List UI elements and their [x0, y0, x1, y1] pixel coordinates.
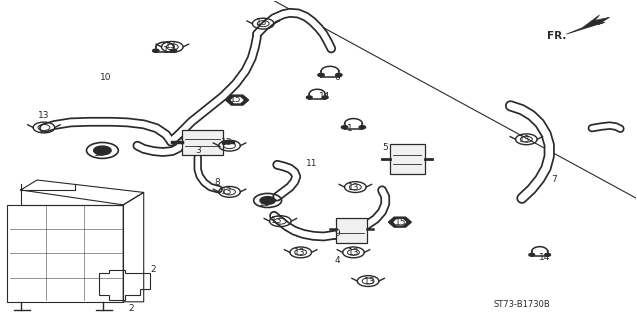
Polygon shape	[566, 15, 610, 34]
Text: 12: 12	[259, 198, 270, 207]
Text: 13: 13	[519, 135, 531, 144]
Circle shape	[260, 196, 275, 204]
Text: 13: 13	[220, 138, 232, 147]
Text: 13: 13	[364, 276, 375, 285]
Text: 5: 5	[382, 143, 388, 152]
Circle shape	[322, 96, 328, 99]
Text: ST73-B1730B: ST73-B1730B	[494, 300, 550, 309]
Text: 3: 3	[195, 146, 201, 155]
Text: 14: 14	[538, 253, 550, 262]
Text: 7: 7	[551, 175, 557, 184]
Circle shape	[318, 73, 324, 76]
Text: FR.: FR.	[547, 31, 566, 41]
Circle shape	[359, 126, 366, 129]
Text: 1: 1	[347, 124, 353, 132]
Text: 15: 15	[396, 218, 407, 227]
Text: 4: 4	[335, 256, 340, 265]
Polygon shape	[21, 180, 144, 205]
Circle shape	[341, 126, 348, 129]
Circle shape	[545, 253, 550, 256]
Text: 13: 13	[348, 183, 359, 192]
Circle shape	[529, 253, 534, 256]
Text: 13: 13	[165, 41, 177, 51]
Text: 14: 14	[319, 92, 331, 101]
Text: 6: 6	[334, 73, 340, 82]
Bar	[336, 218, 367, 244]
Circle shape	[336, 73, 342, 76]
Text: 15: 15	[230, 95, 241, 104]
Text: 13: 13	[220, 188, 232, 196]
Polygon shape	[389, 217, 412, 227]
Circle shape	[306, 96, 312, 99]
Text: 10: 10	[100, 73, 111, 82]
Polygon shape	[225, 95, 248, 105]
Circle shape	[94, 146, 111, 155]
Text: 2: 2	[128, 304, 134, 313]
Text: 12: 12	[94, 149, 105, 158]
Polygon shape	[394, 220, 406, 225]
Polygon shape	[123, 192, 144, 302]
Text: 13: 13	[271, 216, 283, 225]
Text: 1: 1	[163, 45, 169, 55]
Text: 9: 9	[334, 229, 340, 238]
Bar	[182, 130, 223, 155]
Text: 13: 13	[294, 248, 305, 257]
Text: 13: 13	[38, 111, 50, 120]
Text: 8: 8	[214, 178, 220, 187]
Text: 2: 2	[150, 265, 156, 275]
Bar	[390, 144, 425, 174]
Text: 13: 13	[348, 248, 359, 257]
Text: 13: 13	[255, 19, 267, 28]
Circle shape	[153, 49, 159, 52]
Polygon shape	[231, 98, 243, 103]
Text: 11: 11	[306, 159, 318, 168]
Circle shape	[170, 49, 177, 52]
